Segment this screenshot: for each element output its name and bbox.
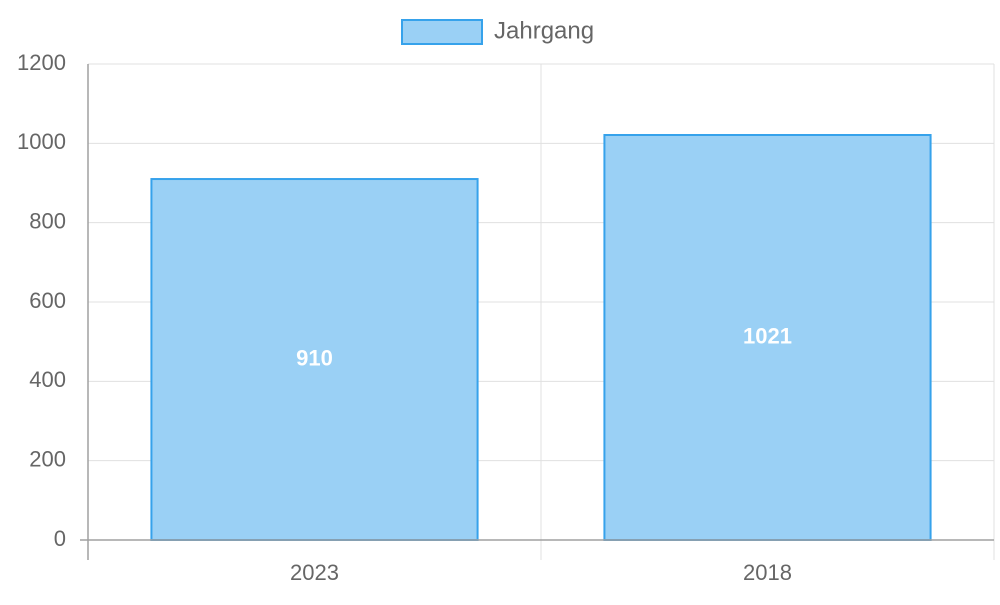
data-label: 1021	[743, 323, 792, 348]
legend-swatch[interactable]	[401, 19, 483, 45]
data-labels: 910 1021	[296, 323, 792, 370]
x-tick-label: 2018	[743, 560, 792, 585]
legend[interactable]: Jahrgang	[401, 17, 594, 45]
legend-label[interactable]: Jahrgang	[494, 17, 594, 44]
x-tick-label: 2023	[290, 560, 339, 585]
y-tick-label: 800	[29, 208, 66, 233]
axes	[80, 64, 994, 560]
bar-2023[interactable]	[150, 178, 479, 542]
y-tick-label: 1200	[17, 50, 66, 75]
y-tick-label: 1000	[17, 129, 66, 154]
y-axis-ticks: 0 200 400 600 800 1000 1200	[17, 50, 66, 551]
bar-2018[interactable]	[603, 134, 932, 541]
data-label: 910	[296, 345, 333, 370]
x-axis-ticks: 2023 2018	[290, 560, 792, 585]
y-tick-label: 0	[54, 526, 66, 551]
y-tick-label: 200	[29, 446, 66, 471]
y-tick-label: 400	[29, 367, 66, 392]
bars	[150, 134, 932, 542]
y-tick-label: 600	[29, 288, 66, 313]
